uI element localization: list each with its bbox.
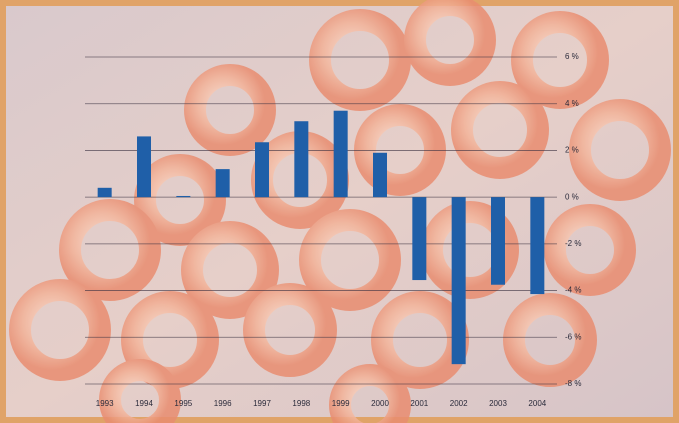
bar: [176, 195, 191, 198]
x-tick-label: 1999: [332, 399, 350, 408]
x-tick-label: 1994: [135, 399, 153, 408]
bar: [333, 110, 348, 198]
y-tick-label: -8 %: [565, 379, 581, 388]
bar: [373, 152, 387, 198]
bar: [137, 136, 151, 198]
x-tick-label: 1996: [214, 399, 232, 408]
bar: [255, 142, 269, 198]
x-tick-label: 1993: [96, 399, 114, 408]
bar: [530, 197, 545, 295]
y-tick-label: -2 %: [565, 239, 581, 248]
x-tick-label: 2002: [450, 399, 468, 408]
y-tick-label: 2 %: [565, 146, 579, 155]
bar: [294, 121, 309, 198]
photo-shrimp: [9, 0, 671, 423]
x-tick-label: 2001: [410, 399, 428, 408]
x-tick-label: 1997: [253, 399, 271, 408]
x-tick-label: 1998: [292, 399, 310, 408]
x-tick-label: 2003: [489, 399, 507, 408]
y-tick-label: -6 %: [565, 332, 581, 341]
y-tick-label: 0 %: [565, 192, 579, 201]
bar: [97, 187, 112, 198]
bar: [451, 197, 466, 365]
bar: [412, 197, 427, 281]
bar: [491, 197, 505, 285]
x-tick-label: 2000: [371, 399, 389, 408]
x-tick-label: 2004: [528, 399, 546, 408]
bar: [215, 169, 230, 198]
x-tick-label: 1995: [174, 399, 192, 408]
y-tick-label: -4 %: [565, 286, 581, 295]
y-tick-label: 6 %: [565, 52, 579, 61]
y-tick-label: 4 %: [565, 99, 579, 108]
